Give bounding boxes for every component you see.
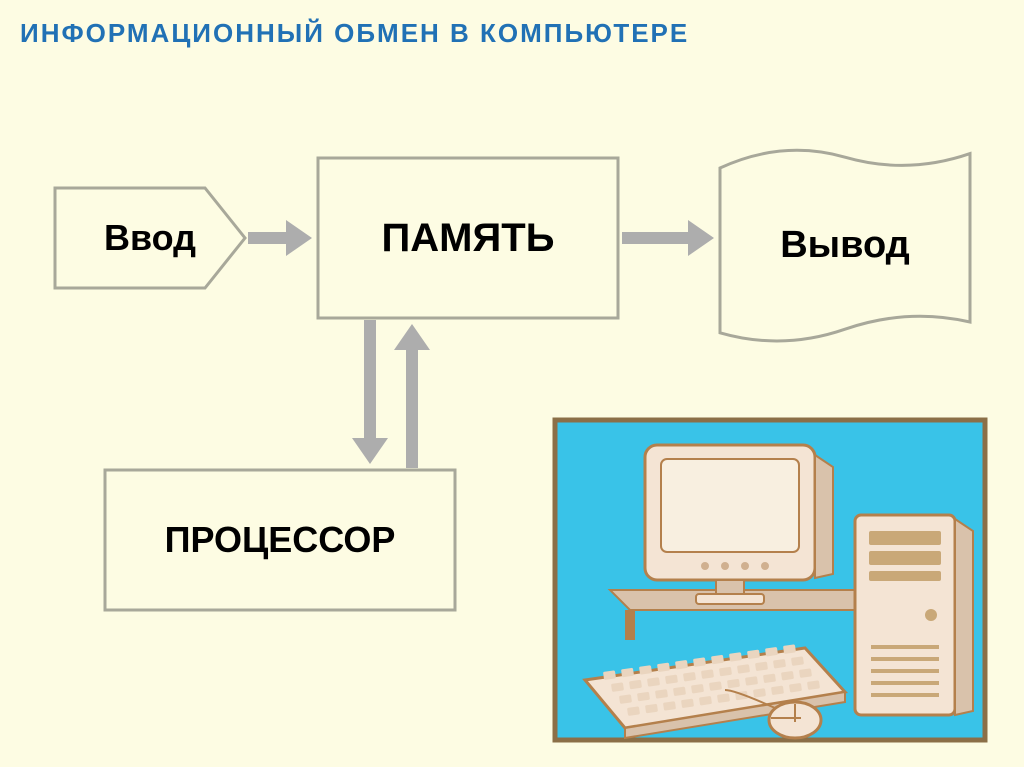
- computer-illustration: [0, 0, 1024, 767]
- diagram-stage: ИНФОРМАЦИОННЫЙ ОБМЕН В КОМПЬЮТЕРЕ Ввод П…: [0, 0, 1024, 767]
- node-input-label: Ввод: [55, 188, 245, 288]
- node-processor-label: ПРОЦЕССОР: [105, 470, 455, 610]
- node-output-label: Вывод: [720, 170, 970, 320]
- page-title: ИНФОРМАЦИОННЫЙ ОБМЕН В КОМПЬЮТЕРЕ: [20, 18, 689, 49]
- diagram-svg: [0, 0, 1024, 767]
- node-memory-label: ПАМЯТЬ: [318, 158, 618, 318]
